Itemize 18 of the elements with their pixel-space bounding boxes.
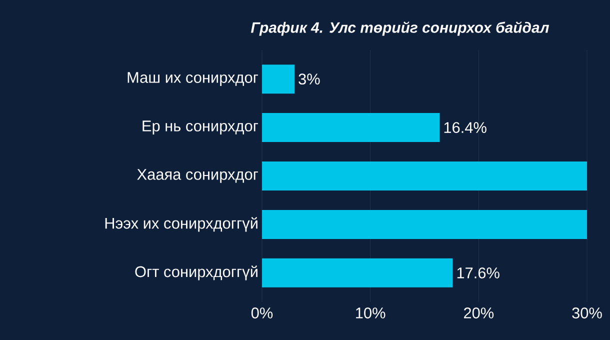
x-tick-label: 0% — [251, 308, 273, 318]
data-label: 16.4% — [444, 122, 486, 134]
x-tick-label: 20% — [464, 308, 494, 318]
y-tick-label: Нээх их сонирхдоггүй — [105, 217, 258, 232]
bar — [262, 113, 440, 142]
bar — [262, 64, 295, 94]
chart-title: График 4. Улс төрийг сонирхох байдал — [250, 22, 550, 36]
y-tick-label: Огт сонирхдоггүй — [135, 266, 258, 280]
y-tick-label: Маш их сонирхдог — [128, 72, 258, 86]
x-tick-label: 30% — [572, 308, 602, 318]
y-tick-label: Хааяа сонирхдог — [137, 169, 258, 183]
y-tick-label: Ер нь сонирхдог — [142, 120, 258, 134]
data-label: 3% — [298, 74, 320, 85]
bar — [262, 162, 588, 191]
data-label: 17.6% — [457, 267, 500, 278]
x-tick-label: 10% — [356, 308, 386, 318]
bar — [262, 258, 453, 288]
bar — [262, 210, 588, 239]
